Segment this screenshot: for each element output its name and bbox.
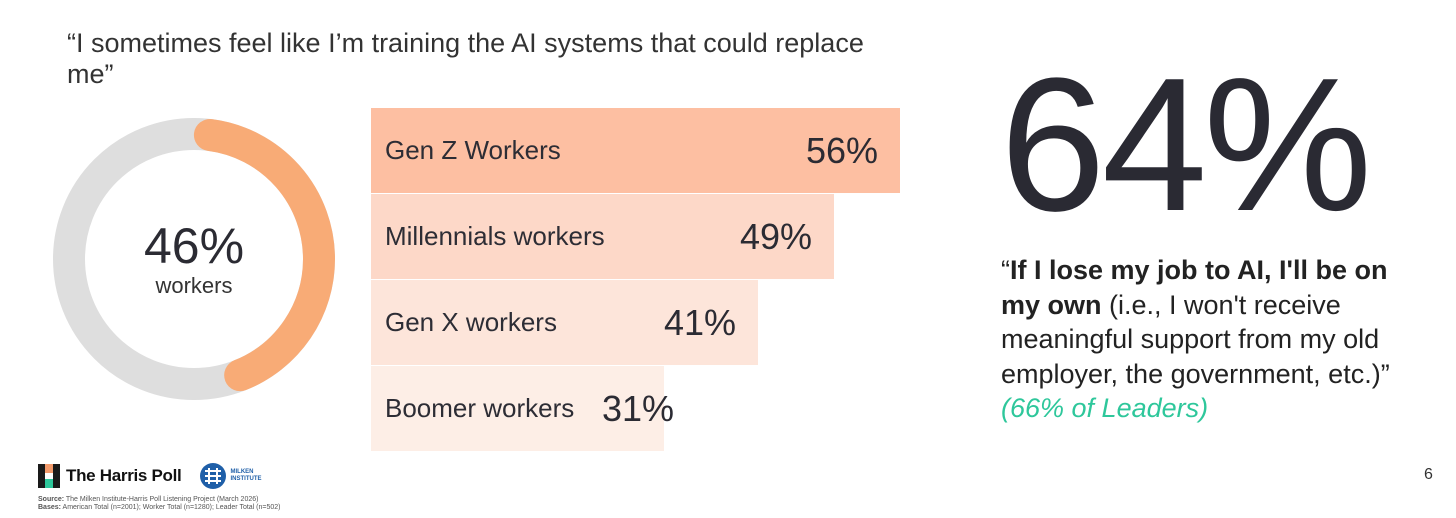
bases-line: Bases: American Total (n=2001); Worker T… [38, 504, 281, 511]
bar-3: Boomer workers 31% [371, 366, 674, 451]
bar-label: Boomer workers [385, 393, 575, 423]
milken-institute-logo-icon [200, 463, 227, 489]
quote-open: “ [1001, 255, 1010, 285]
logos: The Harris Poll MILKEN INSTITUTE [38, 461, 261, 491]
milken-institute-logo-text: MILKEN INSTITUTE [230, 469, 262, 482]
bar-label: Gen X workers [385, 307, 557, 337]
harris-poll-logo-text: The Harris Poll [66, 466, 182, 485]
donut-label: workers [155, 273, 233, 298]
big-stat: 64% [1000, 39, 1372, 251]
source-line: Source: The Milken Institute-Harris Poll… [38, 496, 259, 503]
donut-center: 46% workers [52, 117, 336, 401]
quote-rest: (i.e., I won't receive meaningful suppor… [1001, 289, 1390, 389]
quote: “If I lose my job to AI, I'll be on my o… [1001, 253, 1421, 426]
bar-value: 41% [663, 302, 736, 343]
bar-0: Gen Z Workers 56% [371, 108, 900, 193]
donut-value: 46% [143, 218, 245, 274]
bar-label: Gen Z Workers [385, 135, 561, 165]
donut-chart [53, 118, 335, 400]
slide-title: “I sometimes feel like I’m training the … [67, 28, 864, 89]
leaders-note: (66% of Leaders) [1001, 393, 1209, 423]
quote-bold: If I lose my job to AI, I'll be on my ow… [1001, 255, 1388, 320]
bar-1: Millennials workers 49% [371, 194, 834, 279]
bar-2: Gen X workers 41% [371, 280, 758, 365]
footnote: Source: The Milken Institute-Harris Poll… [38, 496, 281, 512]
donut-arc [53, 118, 335, 400]
bar-value: 31% [601, 388, 674, 429]
bar-value: 56% [805, 130, 878, 171]
page-number: 6 [1424, 466, 1433, 483]
bar-value: 49% [739, 216, 812, 257]
harris-poll-logo-icon [38, 464, 60, 488]
bar-label: Millennials workers [385, 221, 605, 251]
